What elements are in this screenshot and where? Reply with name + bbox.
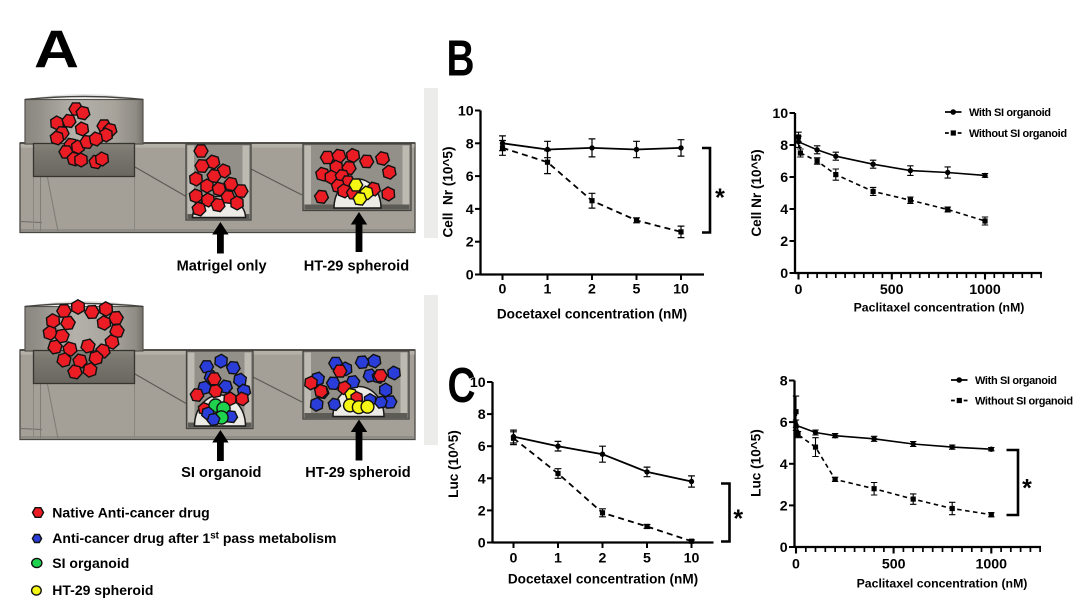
svg-text:4: 4	[478, 471, 486, 487]
svg-text:Cell Nr (10^5): Cell Nr (10^5)	[441, 146, 456, 237]
svg-text:6: 6	[466, 169, 474, 185]
svg-text:0: 0	[795, 282, 803, 298]
svg-text:10: 10	[470, 375, 486, 391]
svg-text:0: 0	[499, 282, 507, 298]
svg-text:0: 0	[792, 557, 800, 573]
svg-text:1: 1	[554, 551, 562, 567]
svg-text:Matrigel only: Matrigel only	[177, 259, 268, 275]
svg-text:0: 0	[780, 266, 788, 282]
svg-text:SI organoid: SI organoid	[181, 465, 261, 481]
svg-text:SI organoid: SI organoid	[52, 555, 129, 571]
svg-text:Paclitaxel concentration (nM): Paclitaxel concentration (nM)	[857, 577, 1028, 591]
svg-text:10: 10	[458, 104, 474, 120]
svg-text:Paclitaxel concentration (nM): Paclitaxel concentration (nM)	[854, 301, 1025, 315]
svg-text:10: 10	[772, 106, 788, 122]
svg-text:8: 8	[780, 138, 788, 154]
svg-text:*: *	[733, 505, 743, 533]
svg-text:4: 4	[466, 202, 474, 218]
svg-text:0: 0	[478, 536, 486, 552]
svg-text:Cell Nr (10^5): Cell Nr (10^5)	[749, 149, 764, 236]
svg-text:4: 4	[780, 202, 788, 218]
svg-text:8: 8	[780, 374, 788, 390]
svg-text:2: 2	[478, 503, 486, 519]
svg-text:1000: 1000	[976, 557, 1008, 573]
svg-text:A: A	[34, 21, 79, 80]
svg-text:B: B	[447, 30, 475, 87]
svg-text:5: 5	[633, 282, 641, 298]
svg-text:Without SI organoid: Without SI organoid	[969, 128, 1067, 140]
svg-text:HT-29 spheroid: HT-29 spheroid	[304, 259, 409, 275]
svg-text:6: 6	[478, 439, 486, 455]
svg-text:Without SI organoid: Without SI organoid	[975, 396, 1073, 408]
svg-text:500: 500	[882, 557, 906, 573]
svg-text:HT-29 spheroid: HT-29 spheroid	[305, 465, 410, 481]
svg-text:HT-29 spheroid: HT-29 spheroid	[52, 582, 153, 598]
svg-text:4: 4	[780, 457, 788, 473]
svg-text:With SI organoid: With SI organoid	[969, 107, 1051, 119]
svg-text:*: *	[715, 184, 725, 212]
svg-text:10: 10	[673, 282, 689, 298]
svg-text:6: 6	[780, 170, 788, 186]
svg-text:5: 5	[643, 551, 651, 567]
svg-text:Luc (10^5): Luc (10^5)	[446, 430, 461, 498]
svg-text:1: 1	[544, 282, 552, 298]
svg-text:500: 500	[880, 282, 904, 298]
svg-text:Docetaxel concentration (nM): Docetaxel concentration (nM)	[508, 572, 698, 587]
svg-text:2: 2	[588, 282, 596, 298]
svg-text:2: 2	[466, 235, 474, 251]
svg-text:2: 2	[780, 234, 788, 250]
svg-text:0: 0	[510, 551, 518, 567]
svg-text:0: 0	[466, 268, 474, 284]
svg-text:6: 6	[780, 415, 788, 431]
svg-text:With SI organoid: With SI organoid	[975, 375, 1057, 387]
svg-text:Docetaxel concentration (nM): Docetaxel concentration (nM)	[497, 307, 687, 322]
svg-text:*: *	[1022, 474, 1032, 502]
svg-text:8: 8	[466, 136, 474, 152]
svg-text:Anti-cancer drug after 1st pas: Anti-cancer drug after 1st pass metaboli…	[52, 530, 336, 546]
svg-text:C: C	[448, 359, 476, 413]
svg-text:0: 0	[780, 540, 788, 556]
svg-text:Luc (10^5): Luc (10^5)	[749, 429, 764, 497]
svg-text:Native Anti-cancer drug: Native Anti-cancer drug	[52, 504, 209, 520]
svg-text:8: 8	[478, 407, 486, 423]
svg-text:10: 10	[684, 551, 700, 567]
svg-text:2: 2	[599, 551, 607, 567]
svg-text:1000: 1000	[969, 282, 1001, 298]
svg-text:2: 2	[780, 498, 788, 514]
